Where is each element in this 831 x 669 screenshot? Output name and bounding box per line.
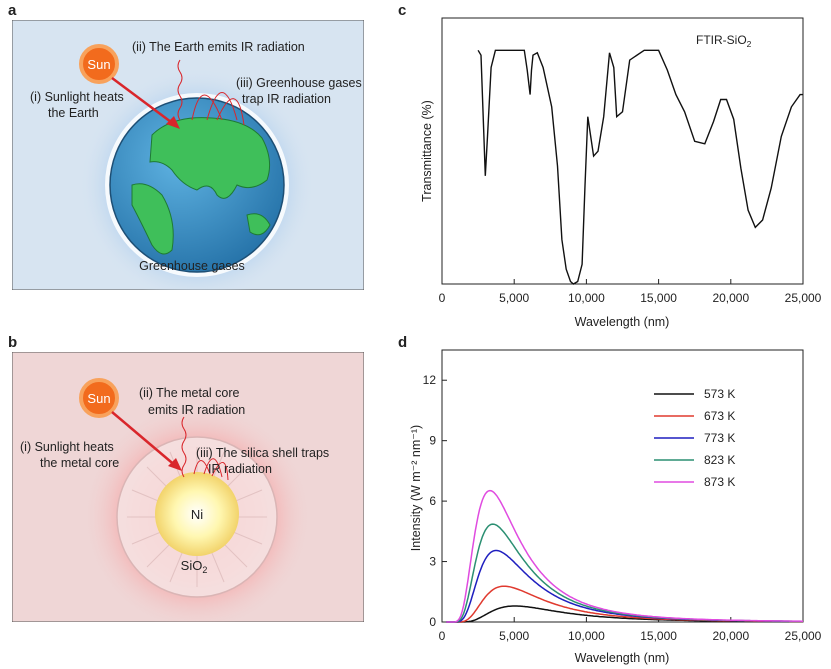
chart-d-xlabel: Wavelength (nm) [575, 651, 670, 665]
step2-label-b: (ii) The metal core [139, 386, 240, 400]
chart-c-xtick-label: 20,000 [712, 291, 749, 305]
chart-c-plot-frame [441, 17, 804, 285]
chart-d-xtick-label: 0 [439, 629, 446, 643]
chart-c-series-line [477, 49, 803, 285]
step1-label-2: the Earth [48, 106, 99, 120]
step3-label-2: trap IR radiation [242, 92, 331, 106]
chart-d-series-line [446, 585, 803, 623]
sunlight-arrowhead [166, 116, 180, 129]
earth-land-island [246, 213, 271, 236]
nickel-core [155, 472, 239, 556]
chart-c-xtick-label: 0 [439, 291, 446, 305]
chart-c-ftir: 0 5,000 10,000 15,000 20,000 25,000 FTIR-SiO2… [420, 17, 822, 329]
chart-d-legend-label: 873 K [704, 475, 735, 489]
greenhouse-caption: Greenhouse gases [139, 259, 245, 273]
sun-icon [79, 44, 119, 84]
trapped-ir-arcs [191, 92, 245, 126]
sunlight-arrowhead-b [168, 458, 182, 471]
panel-b-illustration: Ni SiO2 Sun (i) Sunlight heats the metal… [12, 352, 364, 622]
chart-d-xtick-label: 10,000 [568, 629, 605, 643]
chart-d-ytick-label: 3 [429, 555, 436, 569]
chart-d-ytick-label: 6 [429, 494, 436, 508]
ir-wave-b [181, 416, 187, 478]
step3-label-b: (iii) The silica shell traps [196, 446, 329, 460]
chart-d-legend: 573 K 673 K 773 K 823 K 873 K [654, 387, 735, 489]
trapped-ir-arcs-b [193, 458, 229, 481]
sun-icon-b [79, 378, 119, 418]
chart-d-series-line [446, 523, 803, 623]
chart-c-ylabel: Transmittance (%) [420, 100, 434, 202]
panel-letter-b: b [8, 334, 18, 351]
step2-label-b-2: emits IR radiation [148, 403, 245, 417]
shell-label: SiO2 [181, 558, 208, 575]
step3-label: (iii) Greenhouse gases [236, 76, 362, 90]
panel-letter-d: d [398, 334, 408, 351]
core-label: Ni [191, 507, 203, 522]
step2-label: (ii) The Earth emits IR radiation [132, 40, 305, 54]
chart-c-annotation: FTIR-SiO2 [696, 33, 752, 49]
earth-land-south [131, 183, 174, 255]
chart-d-legend-label: 673 K [704, 409, 735, 423]
chart-d-ytick-label: 9 [429, 434, 436, 448]
panel-letter-c: c [398, 2, 407, 19]
sun-label: Sun [87, 57, 110, 72]
step1-label: (i) Sunlight heats [30, 90, 124, 104]
chart-c-xtick-label: 10,000 [568, 291, 605, 305]
step1-label-b: (i) Sunlight heats [20, 440, 114, 454]
chart-d-series-line [446, 489, 803, 623]
chart-d-blackbody: 0 5,000 10,000 15,000 20,000 25,000 0 3 6 9 12 573… [409, 349, 822, 665]
panel-a-illustration: Sun (i) Sunlight heats the Earth (ii) Th… [12, 20, 364, 290]
step3-label-b-2: IR radiation [208, 462, 272, 476]
chart-d-legend-label: 573 K [704, 387, 735, 401]
chart-d-xtick-label: 20,000 [712, 629, 749, 643]
chart-d-legend-label: 823 K [704, 453, 735, 467]
chart-d-ytick-label: 0 [429, 615, 436, 629]
sun-label-b: Sun [87, 391, 110, 406]
sunlight-arrow [111, 76, 176, 127]
chart-d-legend-label: 773 K [704, 431, 735, 445]
chart-c-xtick-label: 15,000 [640, 291, 677, 305]
chart-c-xlabel: Wavelength (nm) [575, 315, 670, 329]
chart-c-xtick-label: 5,000 [499, 291, 529, 305]
step1-label-b-2: the metal core [40, 456, 119, 470]
chart-d-ytick-label: 12 [423, 373, 437, 387]
chart-d-plot-frame [441, 349, 804, 623]
earth-land [149, 117, 271, 199]
sunlight-arrow-b [111, 411, 178, 468]
chart-d-xtick-label: 15,000 [640, 629, 677, 643]
chart-c-xtick-label: 25,000 [785, 291, 822, 305]
chart-d-ylabel: Intensity (W m⁻² nm⁻¹) [409, 425, 423, 551]
ir-wave [177, 59, 183, 121]
chart-d-xtick-label: 25,000 [785, 629, 822, 643]
panel-letter-a: a [8, 2, 17, 19]
chart-d-xtick-label: 5,000 [499, 629, 529, 643]
